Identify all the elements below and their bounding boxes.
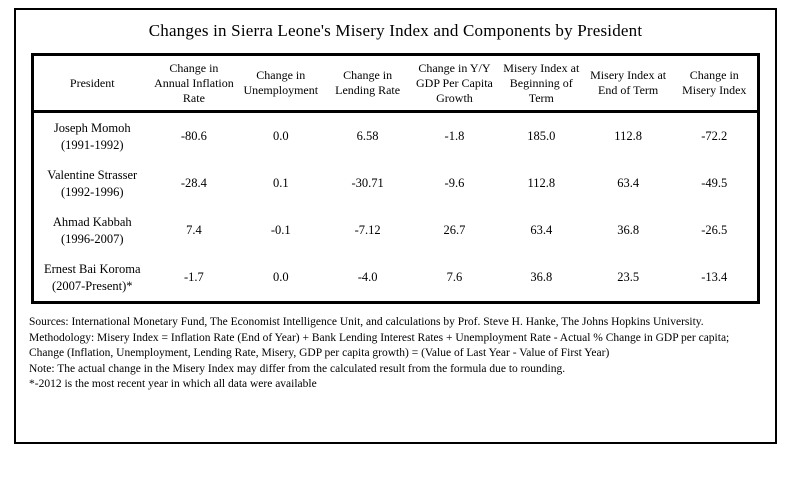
col-header-lending-rate-change: Change in Lending Rate <box>324 54 412 113</box>
rounding-note: Note: The actual change in the Misery In… <box>29 362 566 375</box>
col-header-inflation-change: Change in Annual Inflation Rate <box>150 54 238 113</box>
footnotes: Sources: International Monetary Fund, Th… <box>29 315 764 393</box>
table-cell: 112.8 <box>527 176 556 190</box>
table-cell: -30.71 <box>351 176 384 190</box>
table-cell: 7.4 <box>186 223 202 237</box>
col-header-president: President <box>32 54 151 113</box>
table-row: Ahmad Kabbah (1996-2007) 7.4 -0.1 -7.12 … <box>33 207 759 254</box>
asterisk-note: *-2012 is the most recent year in which … <box>29 378 317 391</box>
table-cell: -13.4 <box>701 270 728 284</box>
president-name: Joseph Momoh <box>53 121 131 136</box>
table-row: Joseph Momoh (1991-1992) -80.6 0.0 6.58 … <box>33 112 759 161</box>
table-row: Ernest Bai Koroma (2007-Present)* -1.7 0… <box>33 254 759 303</box>
methodology-line2: Change (Inflation, Unemployment, Lending… <box>29 347 610 360</box>
table-cell: -4.0 <box>357 270 378 284</box>
methodology-line1: Methodology: Misery Index = Inflation Ra… <box>29 331 730 344</box>
president-name: Valentine Strasser <box>47 168 138 183</box>
president-term: (1992-1996) <box>61 184 124 199</box>
president-name: Ernest Bai Koroma <box>43 262 141 277</box>
table-cell: 0.0 <box>272 129 289 143</box>
misery-index-table: President Change in Annual Inflation Rat… <box>31 53 760 304</box>
table-cell: -1.7 <box>184 270 204 284</box>
col-header-unemployment-change: Change in Unemployment <box>237 54 325 113</box>
president-term: (1996-2007) <box>61 231 124 246</box>
table-cell: -26.5 <box>701 223 728 237</box>
col-header-misery-begin: Misery Index at Beginning of Term <box>497 54 585 113</box>
page-title: Changes in Sierra Leone's Misery Index a… <box>148 21 643 40</box>
table-cell: 112.8 <box>614 129 642 143</box>
table-cell: 63.4 <box>617 176 640 190</box>
table-cell: -28.4 <box>180 176 207 190</box>
table-cell: 185.0 <box>527 129 556 143</box>
table-cell: 36.8 <box>530 270 553 284</box>
table-cell: 0.0 <box>272 270 289 284</box>
president-term: (2007-Present)* <box>51 278 133 293</box>
col-header-misery-change: Change in Misery Index <box>671 54 759 113</box>
table-cell: -1.8 <box>444 129 465 143</box>
president-cell: Valentine Strasser (1992-1996) <box>33 160 151 207</box>
table-cell: 6.58 <box>356 129 379 143</box>
table-cell: 63.4 <box>530 223 553 237</box>
president-cell: Joseph Momoh (1991-1992) <box>33 112 151 161</box>
table-cell: -9.6 <box>444 176 465 190</box>
col-header-gdp-growth-change: Change in Y/Y GDP Per Capita Growth <box>411 54 498 113</box>
president-cell: Ernest Bai Koroma (2007-Present)* <box>33 254 151 303</box>
sources-note: Sources: International Monetary Fund, Th… <box>29 316 704 328</box>
president-cell: Ahmad Kabbah (1996-2007) <box>33 207 151 254</box>
table-header-row: President Change in Annual Inflation Rat… <box>32 54 759 113</box>
table-cell: 26.7 <box>443 223 466 237</box>
document-frame: Changes in Sierra Leone's Misery Index a… <box>14 8 777 444</box>
table-cell: -49.5 <box>701 176 728 190</box>
table-cell: -80.6 <box>180 129 207 143</box>
table-row: Valentine Strasser (1992-1996) -28.4 0.1… <box>33 160 759 207</box>
president-term: (1991-1992) <box>61 137 124 152</box>
col-header-misery-end: Misery Index at End of Term <box>584 54 672 113</box>
table-cell: 7.6 <box>446 270 463 284</box>
table-cell: -0.1 <box>270 223 291 237</box>
table-cell: -72.2 <box>701 129 728 143</box>
table-cell: -7.12 <box>354 223 381 237</box>
table-cell: 0.1 <box>272 176 289 190</box>
president-name: Ahmad Kabbah <box>52 215 132 230</box>
table-cell: 23.5 <box>617 270 640 284</box>
table-cell: 36.8 <box>617 223 640 237</box>
